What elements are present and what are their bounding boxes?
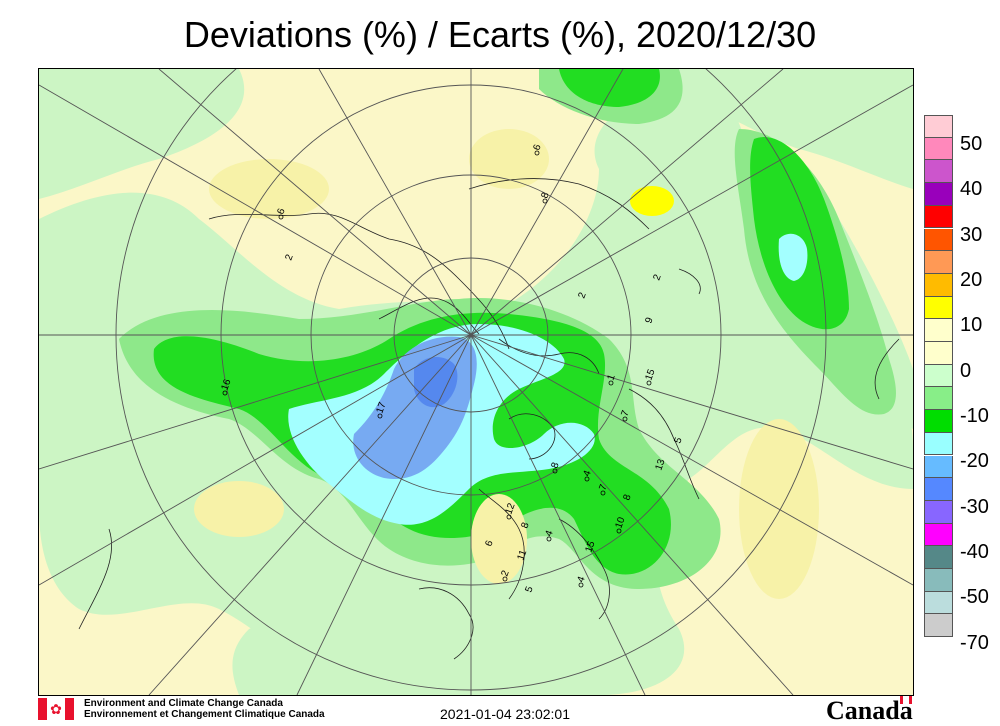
legend-swatch	[924, 319, 953, 342]
legend-swatch	[924, 614, 953, 638]
legend-swatch	[924, 342, 953, 365]
station-label: 2	[283, 253, 295, 262]
legend-swatch	[924, 205, 953, 229]
station-label: 4	[543, 529, 555, 538]
legend-swatch	[924, 591, 953, 615]
station-label: 6	[531, 143, 543, 152]
generated-timestamp: 2021-01-04 23:02:01	[440, 706, 570, 722]
station-label: 4	[581, 469, 593, 478]
station-label: 15	[643, 367, 657, 382]
legend-label: 40	[960, 178, 983, 200]
legend-swatch	[924, 387, 953, 411]
legend-label: -40	[960, 541, 989, 563]
station-label: 13	[653, 457, 667, 472]
deviation-map: 6 8 6 2 2 16 17 9 1 15 7 5 13 8 4 7 8 10…	[38, 68, 914, 696]
legend-swatch	[924, 364, 953, 388]
station-label: 17	[374, 400, 388, 415]
station-label: 5	[672, 436, 684, 445]
station-label: 8	[539, 191, 551, 200]
station-label: 6	[275, 207, 287, 216]
dark-blue-zones	[414, 357, 458, 408]
legend-swatch	[924, 137, 953, 161]
station-label: 4	[575, 575, 587, 584]
canada-wordmark: Canada	[826, 696, 913, 725]
station-labels: 6 8 6 2 2 16 17 9 1 15 7 5 13 8 4 7 8 10…	[219, 143, 684, 594]
station-label: 2	[651, 273, 663, 282]
canada-flag-icon: ✿	[38, 698, 74, 720]
coastlines	[78, 178, 900, 660]
legend-swatch	[924, 115, 953, 138]
map-canvas: 6 8 6 2 2 16 17 9 1 15 7 5 13 8 4 7 8 10…	[39, 69, 913, 695]
legend-label: -70	[960, 632, 989, 654]
station-label: 7	[619, 409, 631, 418]
legend-swatch	[924, 500, 953, 524]
map-title: Deviations (%) / Ecarts (%), 2020/12/30	[183, 14, 817, 55]
legend-label: -30	[960, 496, 989, 518]
org-name: Environment and Climate Change Canada En…	[84, 698, 325, 720]
org-name-en: Environment and Climate Change Canada	[84, 698, 283, 709]
legend-label: 0	[960, 360, 972, 382]
station-label: 6	[483, 539, 495, 548]
legend-swatch	[924, 478, 953, 501]
legend-label: 20	[960, 269, 983, 291]
station-label: 5	[523, 585, 535, 594]
polar-grid	[39, 69, 913, 695]
legend-label: 50	[960, 133, 983, 155]
station-label: 2	[576, 291, 588, 300]
color-legend: 50 40 30 20 10 0 -10 -20 -30 -40 -50 -70	[924, 115, 1000, 660]
station-markers	[222, 150, 652, 588]
station-label: 12	[503, 501, 517, 516]
legend-swatch	[924, 546, 953, 569]
station-label: 11	[515, 548, 529, 562]
legend-swatch	[924, 183, 953, 206]
station-label: 8	[621, 493, 633, 502]
station-label: 7	[597, 483, 609, 492]
org-signature: ✿ Environment and Climate Change Canada …	[38, 698, 325, 720]
legend-swatch	[924, 273, 953, 297]
legend-swatch	[924, 160, 953, 184]
legend-swatch	[924, 432, 953, 456]
legend-swatch	[924, 228, 953, 252]
station-label: 1	[605, 373, 617, 382]
yellow-spots	[630, 186, 674, 216]
legend-swatch	[924, 523, 953, 547]
legend-label: -50	[960, 586, 989, 608]
legend-label: -10	[960, 405, 989, 427]
station-label: 9	[643, 316, 655, 325]
station-label: 8	[549, 461, 561, 470]
station-label: 16	[219, 377, 233, 392]
legend-label: 30	[960, 224, 983, 246]
legend-swatch	[924, 410, 953, 433]
station-label: 8	[519, 521, 531, 530]
legend-swatch	[924, 569, 953, 592]
legend-swatch	[924, 455, 953, 479]
station-label: 2	[499, 569, 511, 578]
org-name-fr: Environnement et Changement Climatique C…	[84, 709, 325, 720]
wordmark-flag-icon	[900, 696, 912, 704]
station-label: 10	[613, 515, 627, 530]
legend-label: 10	[960, 314, 983, 336]
legend-swatch	[924, 251, 953, 274]
station-label: 15	[583, 539, 597, 554]
legend-swatch	[924, 296, 953, 320]
legend-label: -20	[960, 450, 989, 472]
